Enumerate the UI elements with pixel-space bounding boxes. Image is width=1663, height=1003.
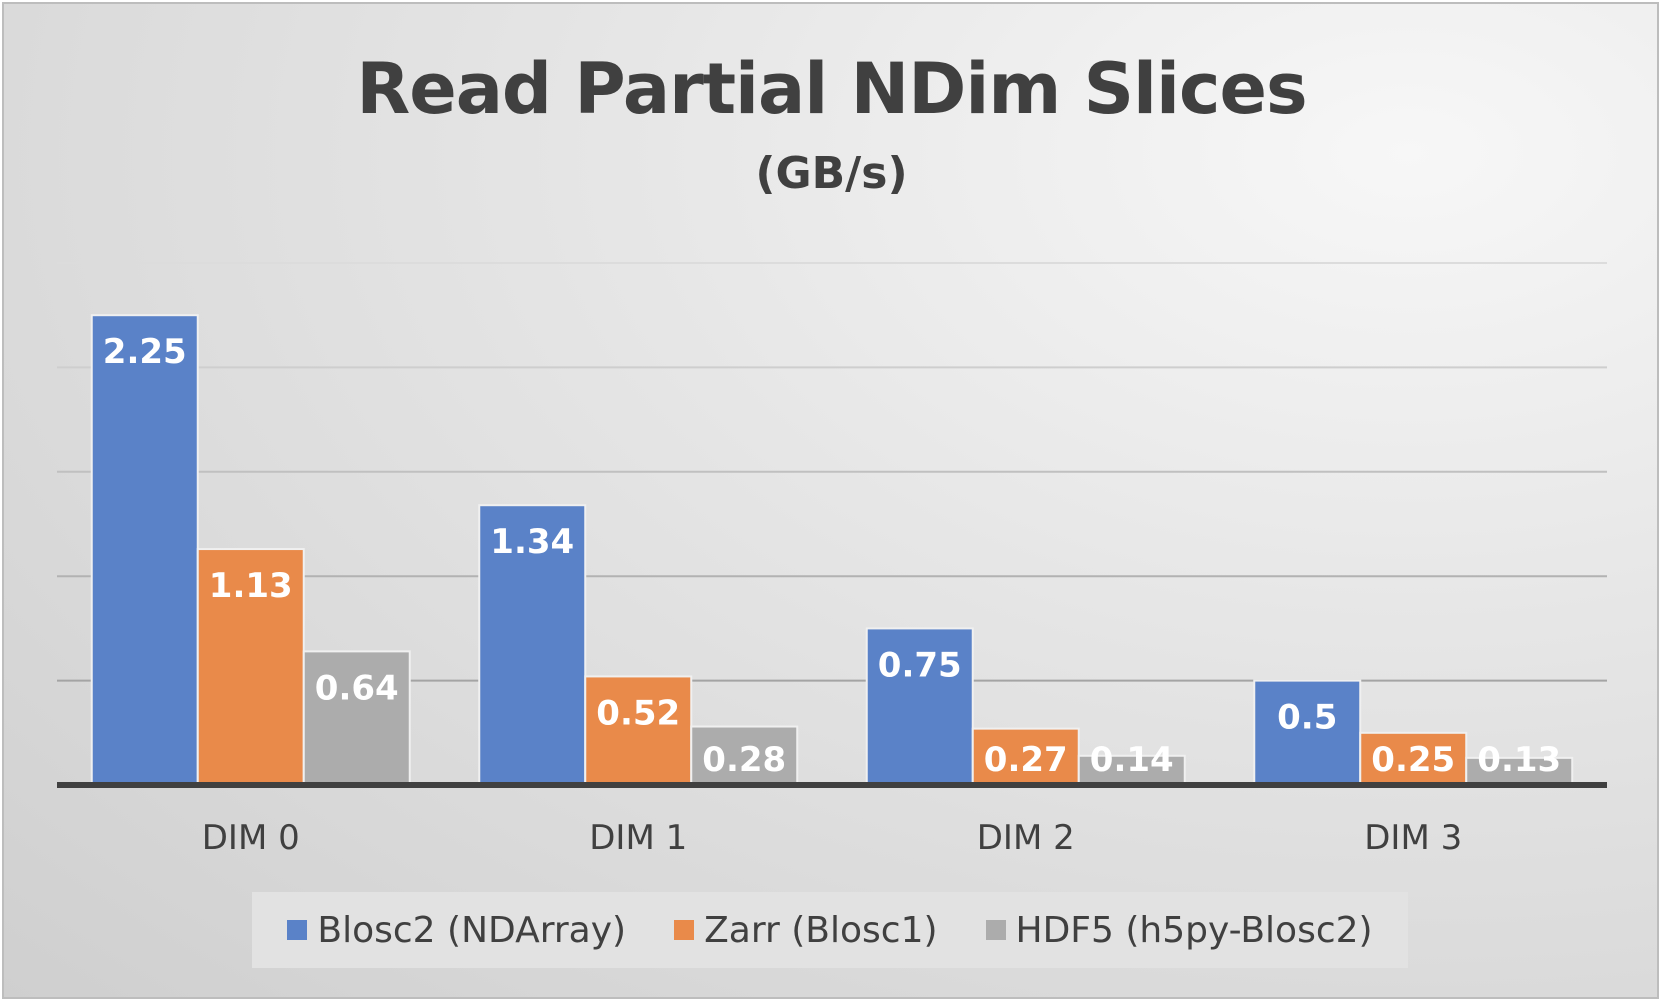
data-label: 0.75	[878, 645, 962, 685]
legend-swatch	[985, 920, 1006, 940]
legend-item-zarr: Zarr (Blosc1)	[674, 909, 938, 951]
chart-title: Read Partial NDim Slices	[356, 48, 1307, 130]
category-label: DIM 1	[589, 818, 687, 858]
chart-subtitle: (GB/s)	[755, 148, 908, 199]
bar	[1253, 679, 1362, 786]
legend-label: Zarr (Blosc1)	[704, 909, 938, 951]
bar	[584, 675, 693, 787]
category-label: DIM 0	[202, 818, 300, 858]
data-label: 1.13	[209, 566, 293, 606]
data-label: 0.28	[702, 740, 786, 780]
data-label: 0.64	[315, 668, 399, 708]
data-label: 2.25	[103, 332, 187, 372]
data-label: 0.27	[984, 740, 1068, 780]
data-label: 0.14	[1090, 740, 1174, 780]
legend-label: Blosc2 (NDArray)	[317, 909, 627, 951]
bar	[690, 725, 799, 787]
category-label: DIM 2	[977, 818, 1075, 858]
legend-label: HDF5 (h5py-Blosc2)	[1015, 909, 1373, 951]
data-label: 1.34	[490, 522, 574, 562]
bar	[478, 504, 587, 786]
bar	[1359, 731, 1468, 786]
bar	[865, 627, 974, 787]
legend: Blosc2 (NDArray) Zarr (Blosc1) HDF5 (h5p…	[252, 892, 1408, 968]
bar	[90, 314, 199, 786]
legend-swatch	[674, 920, 695, 940]
data-label: 0.5	[1277, 698, 1337, 738]
data-label: 0.13	[1477, 740, 1561, 780]
bar	[302, 650, 411, 786]
bar	[196, 548, 305, 787]
data-label: 0.52	[596, 693, 680, 733]
bar	[1465, 756, 1574, 787]
bar	[1077, 754, 1186, 787]
legend-swatch	[287, 920, 308, 940]
category-label: DIM 3	[1364, 818, 1462, 858]
data-label: 0.25	[1371, 740, 1455, 780]
legend-item-hdf5: HDF5 (h5py-Blosc2)	[985, 909, 1373, 951]
legend-item-blosc2: Blosc2 (NDArray)	[287, 910, 626, 951]
